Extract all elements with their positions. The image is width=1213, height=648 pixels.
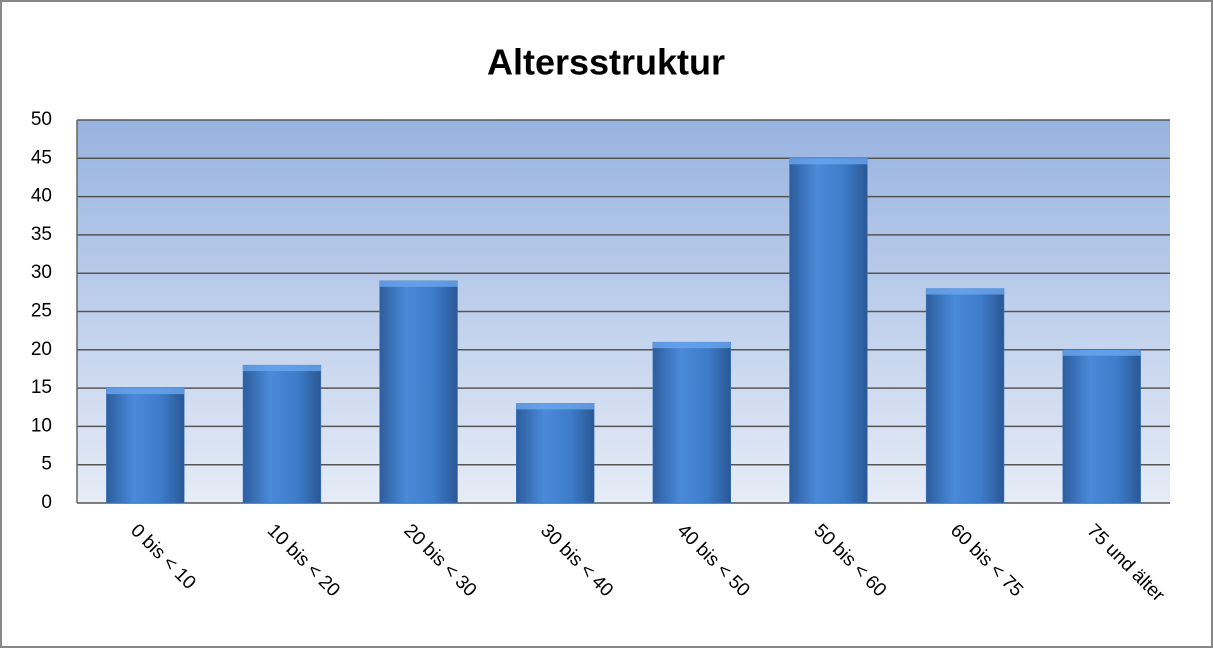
chart-title: Altersstruktur bbox=[487, 42, 725, 83]
bar-cap bbox=[1062, 349, 1141, 356]
y-tick-label: 10 bbox=[31, 415, 52, 436]
y-tick-label: 0 bbox=[41, 492, 52, 513]
y-tick-label: 50 bbox=[31, 109, 52, 130]
y-tick-label: 15 bbox=[31, 377, 52, 398]
bar bbox=[1062, 349, 1141, 504]
y-tick-label: 25 bbox=[31, 301, 52, 322]
bar bbox=[925, 288, 1005, 504]
bar-cap bbox=[789, 158, 868, 165]
y-tick-label: 20 bbox=[31, 339, 52, 360]
bar bbox=[515, 403, 595, 504]
y-tick-label: 35 bbox=[31, 224, 52, 245]
bar-cap bbox=[652, 342, 731, 349]
bar-cap bbox=[926, 288, 1005, 295]
bar bbox=[789, 158, 868, 504]
y-tick-label: 40 bbox=[31, 186, 52, 207]
bar-cap bbox=[242, 365, 321, 372]
bar bbox=[652, 341, 732, 504]
bar bbox=[379, 280, 458, 504]
y-tick-label: 5 bbox=[41, 454, 52, 475]
bar-cap bbox=[379, 280, 458, 287]
bar-cap bbox=[106, 388, 185, 395]
y-tick-label: 30 bbox=[31, 262, 52, 283]
bar-cap bbox=[516, 403, 595, 410]
bar bbox=[242, 364, 322, 504]
bar bbox=[106, 387, 185, 504]
y-tick-label: 45 bbox=[31, 147, 52, 168]
